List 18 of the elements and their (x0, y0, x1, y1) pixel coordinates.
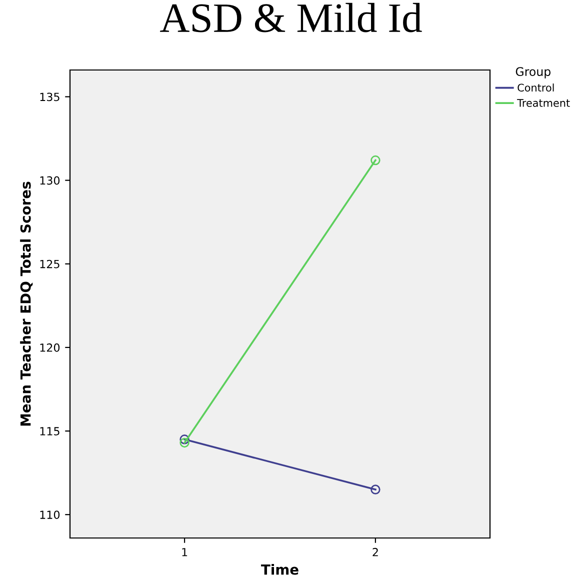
y-tick-label: 120 (40, 343, 60, 352)
x-tick-label: 2 (372, 548, 378, 556)
y-tick-label: 130 (40, 176, 60, 185)
point (180, 434, 190, 444)
y-tick-label: 135 (40, 92, 60, 102)
legend-label: Treatment (517, 99, 570, 107)
x-axis-title: Time (261, 564, 298, 575)
y-tick-label: 125 (40, 260, 60, 268)
point (370, 155, 380, 166)
legend-title: Group (516, 67, 550, 78)
legend-label: Control (518, 84, 554, 92)
y-tick-label: 110 (40, 510, 60, 519)
y-axis-title: Mean Teacher EDQ Total Scores (20, 182, 33, 426)
y-tick-label: 115 (40, 427, 60, 436)
point (370, 484, 380, 494)
x-tick-label: 1 (182, 548, 188, 556)
chart-title: ASD & Mild Id (160, 2, 422, 32)
point (180, 438, 190, 448)
